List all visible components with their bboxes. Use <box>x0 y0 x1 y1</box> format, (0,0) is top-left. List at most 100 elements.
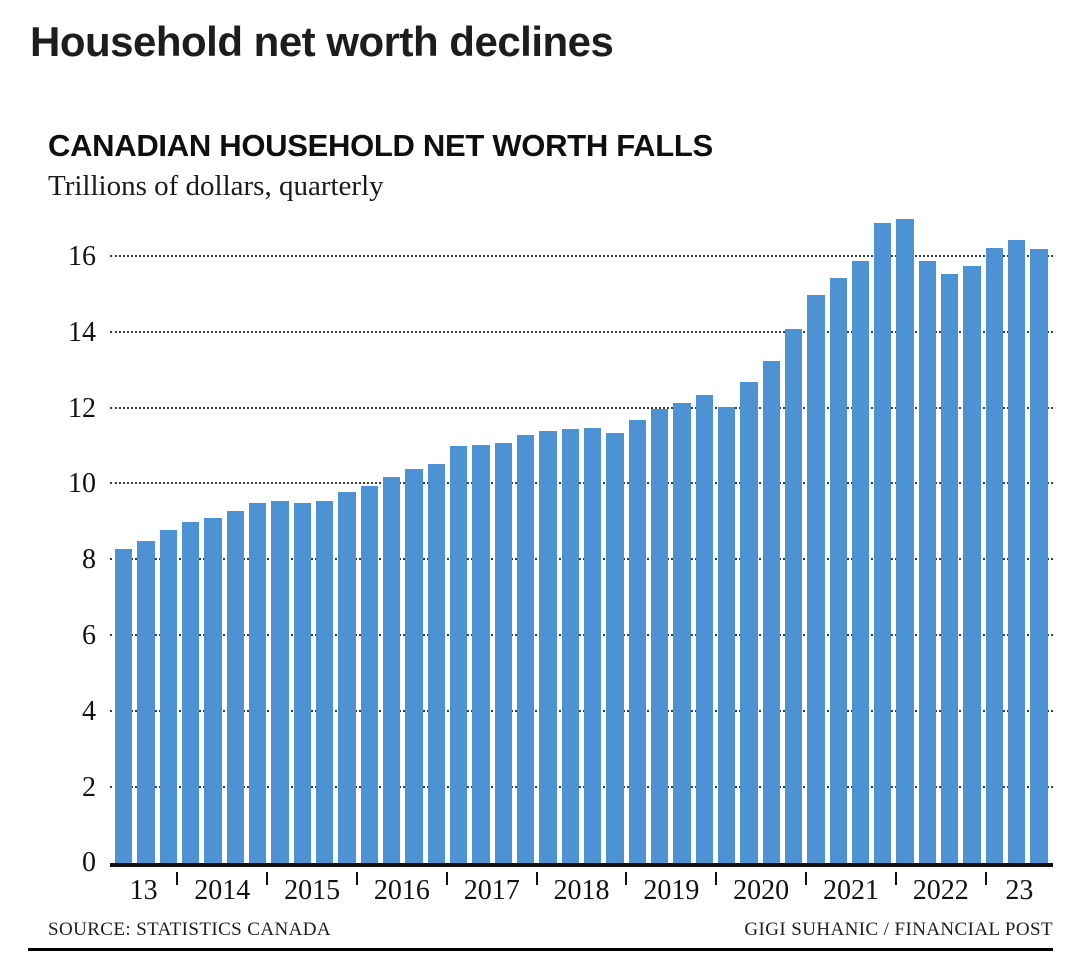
x-tick-label: 2021 <box>822 875 879 907</box>
bar <box>762 361 780 864</box>
y-tick-label: 2 <box>82 771 96 803</box>
bar <box>494 442 512 864</box>
x-tick-mark <box>715 872 718 886</box>
bar <box>271 501 289 864</box>
gridline <box>110 254 1053 257</box>
x-tick-mark <box>266 872 269 886</box>
x-tick-mark <box>984 872 987 886</box>
bar <box>115 548 133 864</box>
x-year-group: 2016 <box>355 867 447 913</box>
bar <box>941 274 959 864</box>
x-year-group: 2021 <box>805 867 896 913</box>
x-tick-mark <box>535 872 538 886</box>
x-year-group: 23 <box>984 867 1053 913</box>
bar <box>963 266 981 864</box>
bar <box>851 260 870 864</box>
y-tick-label: 4 <box>82 695 96 727</box>
gridline <box>110 330 1053 333</box>
y-tick-label: 14 <box>68 316 96 348</box>
x-tick-mark <box>625 872 628 886</box>
bar <box>896 219 914 864</box>
bar <box>472 444 490 864</box>
chart-subtitle: Trillions of dollars, quarterly <box>48 170 384 203</box>
bar <box>248 503 267 864</box>
bar <box>427 463 445 864</box>
y-tick-label: 16 <box>68 240 96 272</box>
bar <box>159 529 177 864</box>
bar <box>784 328 803 864</box>
x-axis: 13 2014 2015 2016 2017 2018 2019 2020 2021 2022 23 <box>110 867 1053 913</box>
bar <box>583 427 602 864</box>
headline: Household net worth declines <box>30 18 614 65</box>
bar <box>181 522 200 864</box>
y-tick-label: 6 <box>82 619 96 651</box>
x-year-group: 2019 <box>625 867 716 913</box>
x-tick-label: 2020 <box>733 875 790 907</box>
x-tick-label: 2015 <box>284 875 341 907</box>
y-tick-label: 8 <box>82 544 96 576</box>
bar <box>449 446 468 864</box>
bar <box>204 518 222 864</box>
x-tick-label: 2018 <box>553 875 610 907</box>
y-tick-label: 12 <box>68 392 96 424</box>
bar <box>516 435 535 864</box>
bar <box>918 260 937 864</box>
bar <box>561 429 579 864</box>
bar <box>628 419 646 864</box>
bar <box>650 408 669 864</box>
bar <box>1008 239 1026 864</box>
gridline <box>110 482 1053 485</box>
bottom-rule <box>28 948 1053 952</box>
bars-container <box>110 215 1053 864</box>
x-tick-label: 2017 <box>463 875 520 907</box>
x-year-group: 2017 <box>445 867 537 913</box>
x-tick-label: 2019 <box>643 875 700 907</box>
bar <box>539 431 557 864</box>
x-tick-label: 23 <box>1005 875 1034 907</box>
x-year-group: 2018 <box>535 867 627 913</box>
gridline <box>110 785 1053 788</box>
source-credit: SOURCE: STATISTICS CANADA <box>48 919 331 941</box>
bar <box>226 510 244 864</box>
y-tick-label: 10 <box>68 468 96 500</box>
x-year-group: 2014 <box>176 867 267 913</box>
x-tick-mark <box>805 872 808 886</box>
gridline <box>110 406 1053 409</box>
bar <box>293 503 311 864</box>
gridline <box>110 633 1053 636</box>
y-tick-label: 0 <box>82 847 96 879</box>
bar <box>740 382 758 864</box>
bar-chart: CANADIAN HOUSEHOLD NET WORTH FALLS Trill… <box>48 128 1053 913</box>
x-tick-mark <box>355 872 358 886</box>
bar <box>807 294 825 864</box>
x-tick-mark <box>445 872 448 886</box>
bar <box>673 402 691 864</box>
bar <box>360 486 378 864</box>
bar <box>717 406 736 864</box>
chart-title: CANADIAN HOUSEHOLD NET WORTH FALLS <box>48 128 713 164</box>
x-tick-mark <box>176 872 179 886</box>
footer: SOURCE: STATISTICS CANADA GIGI SUHANIC /… <box>48 919 1053 941</box>
bar <box>695 395 713 864</box>
gridline <box>110 709 1053 712</box>
bar <box>382 476 401 864</box>
bar <box>137 541 155 864</box>
bar <box>985 247 1004 864</box>
x-tick-label: 2016 <box>373 875 430 907</box>
bar <box>1030 249 1048 864</box>
x-year-group: 2022 <box>894 867 986 913</box>
bar <box>606 433 624 864</box>
x-tick-label: 2022 <box>912 875 969 907</box>
x-year-group: 2020 <box>715 867 806 913</box>
gridline <box>110 558 1053 561</box>
x-year-group: 2015 <box>266 867 357 913</box>
x-tick-mark <box>894 872 897 886</box>
x-year-group: 13 <box>110 867 177 913</box>
plot-area: 0 2 4 6 8 10 12 14 16 <box>68 215 1053 877</box>
x-tick-label: 13 <box>129 875 158 907</box>
author-credit: GIGI SUHANIC / FINANCIAL POST <box>744 919 1053 941</box>
bar <box>405 469 423 864</box>
bar <box>874 222 892 864</box>
bar <box>338 491 356 864</box>
